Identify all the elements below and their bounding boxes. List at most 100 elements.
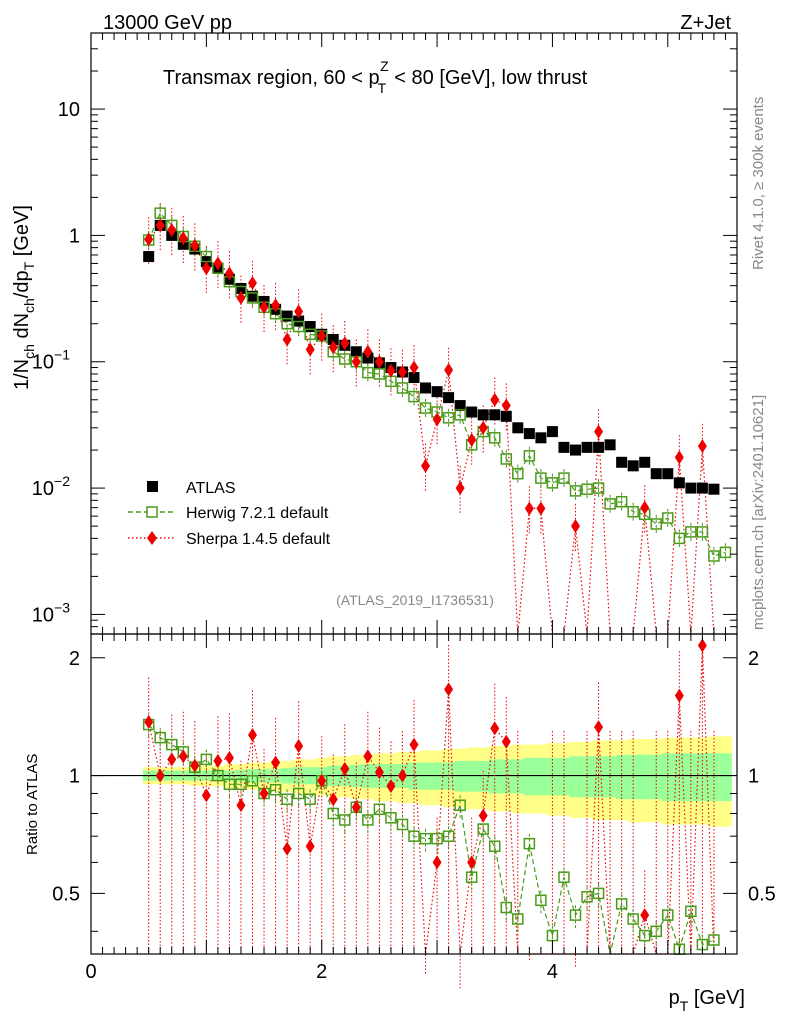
herwig-ratio-point bbox=[627, 913, 639, 925]
herwig-ratio-point bbox=[465, 871, 478, 883]
legend-sherpa-label: Sherpa 1.4.5 default bbox=[186, 531, 331, 548]
herwig-point bbox=[569, 485, 582, 497]
sherpa-point bbox=[328, 340, 338, 355]
herwig-ratio-point bbox=[166, 738, 178, 751]
ratio-band-stat bbox=[477, 760, 490, 792]
sherpa-point bbox=[224, 266, 234, 281]
atlas-point bbox=[535, 432, 547, 444]
sherpa-ratio-point bbox=[328, 792, 338, 807]
legend-herwig-marker bbox=[146, 506, 158, 518]
sherpa-point bbox=[674, 450, 684, 465]
sherpa-ratio-point bbox=[213, 753, 223, 768]
analysis-id: (ATLAS_2019_I1736531) bbox=[336, 592, 494, 608]
sherpa-point bbox=[248, 276, 257, 291]
sherpa-point bbox=[271, 298, 281, 313]
sherpa-ratio-point bbox=[351, 800, 361, 815]
atlas-point bbox=[327, 333, 339, 345]
herwig-point bbox=[339, 353, 351, 365]
sherpa-point bbox=[213, 256, 223, 271]
x-tick-label: 4 bbox=[547, 961, 558, 983]
legend: ATLAS Herwig 7.2.1 default Sherpa 1.4.5 … bbox=[128, 480, 331, 548]
atlas-point bbox=[500, 410, 512, 422]
sherpa-ratio-point bbox=[363, 749, 373, 764]
herwig-ratio-point bbox=[235, 778, 247, 791]
herwig-ratio-point bbox=[489, 840, 501, 852]
sherpa-ratio-point bbox=[467, 855, 477, 870]
ratio-y-label: Ratio to ATLAS bbox=[24, 754, 41, 855]
herwig-ratio-point bbox=[408, 830, 420, 842]
atlas-point bbox=[466, 406, 478, 418]
sherpa-point bbox=[455, 481, 465, 496]
sherpa-point bbox=[374, 354, 384, 369]
herwig-ratio-line bbox=[148, 724, 715, 955]
sherpa-ratio-point bbox=[305, 839, 315, 854]
sherpa-point bbox=[167, 223, 177, 238]
herwig-ratio-point bbox=[523, 837, 536, 850]
herwig-ratio-point bbox=[362, 814, 374, 826]
sherpa-ratio-point bbox=[501, 734, 511, 749]
sherpa-ratio-point bbox=[397, 768, 407, 783]
y-tick-label: 10−2 bbox=[32, 473, 70, 500]
herwig-point bbox=[396, 382, 409, 394]
sherpa-point bbox=[236, 290, 246, 305]
atlas-point bbox=[650, 468, 662, 480]
herwig-ratio-point bbox=[662, 909, 674, 921]
atlas-point bbox=[604, 439, 616, 451]
atlas-point bbox=[616, 456, 628, 468]
ratio-tick-label-right: 2 bbox=[748, 648, 759, 670]
sherpa-point bbox=[155, 218, 165, 233]
sherpa-point bbox=[444, 363, 454, 378]
sherpa-ratio-point bbox=[409, 737, 419, 752]
sherpa-point bbox=[478, 420, 488, 435]
atlas-point bbox=[558, 441, 570, 453]
sherpa-ratio-point bbox=[144, 715, 154, 730]
sherpa-point bbox=[432, 412, 442, 427]
herwig-point bbox=[200, 250, 213, 263]
herwig-point bbox=[546, 477, 559, 489]
chart-title: Transmax region, 60 < pTZ < 80 [GeV], lo… bbox=[163, 58, 588, 96]
sherpa-ratio-point bbox=[490, 721, 500, 736]
sherpa-point bbox=[397, 364, 407, 379]
atlas-point bbox=[673, 477, 685, 489]
process-label: Z+Jet bbox=[680, 12, 731, 34]
legend-atlas-label: ATLAS bbox=[186, 480, 236, 497]
atlas-point bbox=[420, 382, 432, 394]
atlas-point bbox=[662, 468, 674, 480]
herwig-ratio-point bbox=[396, 818, 409, 831]
ratio-band-stat bbox=[512, 759, 525, 794]
ratio-band-stat bbox=[638, 754, 651, 800]
herwig-ratio-point bbox=[339, 814, 351, 826]
herwig-ratio-point bbox=[385, 812, 397, 824]
ratio-tick-label-left: 0.5 bbox=[52, 883, 80, 905]
herwig-point bbox=[292, 320, 305, 333]
herwig-point bbox=[604, 498, 616, 510]
sherpa-ratio-point bbox=[259, 786, 269, 801]
herwig-point bbox=[373, 368, 386, 380]
ratio-band-stat bbox=[488, 759, 502, 794]
sherpa-point bbox=[524, 501, 534, 516]
atlas-point bbox=[143, 251, 155, 263]
sherpa-point bbox=[697, 439, 707, 454]
herwig-point bbox=[442, 412, 455, 424]
herwig-point bbox=[719, 546, 732, 559]
herwig-ratio-point bbox=[154, 731, 166, 744]
sherpa-ratio-point bbox=[444, 682, 454, 697]
y-axis-label: 1/Nch dNch/dpT [GeV] bbox=[11, 205, 37, 390]
herwig-ratio-point bbox=[685, 905, 697, 918]
herwig-ratio-point bbox=[650, 925, 662, 938]
atlas-point bbox=[685, 482, 697, 494]
sherpa-point bbox=[144, 232, 154, 247]
atlas-point bbox=[431, 386, 443, 398]
sherpa-point bbox=[536, 501, 546, 516]
herwig-point bbox=[685, 526, 697, 538]
herwig-point bbox=[154, 207, 166, 219]
herwig-ratio-point bbox=[638, 929, 651, 942]
legend-sherpa-marker bbox=[147, 531, 157, 545]
herwig-ratio-point bbox=[304, 793, 316, 805]
sherpa-point bbox=[190, 238, 200, 253]
sherpa-ratio-point bbox=[674, 688, 684, 703]
herwig-point bbox=[281, 317, 293, 330]
ratio-band-stat bbox=[454, 760, 467, 792]
sherpa-point bbox=[640, 500, 650, 515]
herwig-ratio-point bbox=[512, 913, 524, 925]
